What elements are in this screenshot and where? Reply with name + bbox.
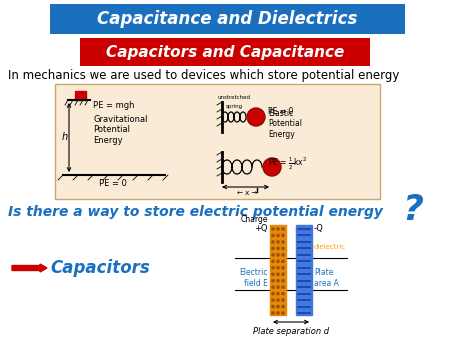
Text: In mechanics we are used to devices which store potential energy: In mechanics we are used to devices whic…	[8, 70, 400, 82]
Text: Plate
area A: Plate area A	[314, 268, 339, 288]
Circle shape	[281, 260, 285, 263]
Circle shape	[271, 234, 275, 237]
Circle shape	[271, 305, 275, 308]
Text: PE = 0: PE = 0	[268, 107, 293, 117]
Text: ?: ?	[402, 193, 423, 227]
Text: PE = mgh: PE = mgh	[93, 100, 135, 110]
Bar	[55, 84, 380, 199]
Circle shape	[271, 292, 275, 295]
Circle shape	[281, 272, 285, 276]
Text: dielectric: dielectric	[314, 244, 346, 250]
Bar	[296, 225, 312, 315]
Circle shape	[276, 305, 280, 308]
FancyArrow shape	[12, 264, 47, 272]
Circle shape	[276, 285, 280, 289]
Circle shape	[247, 108, 265, 126]
Circle shape	[276, 227, 280, 231]
Circle shape	[276, 298, 280, 302]
Circle shape	[271, 298, 275, 302]
Circle shape	[271, 311, 275, 315]
Circle shape	[276, 253, 280, 257]
Circle shape	[281, 285, 285, 289]
Circle shape	[271, 272, 275, 276]
Text: Capacitors: Capacitors	[50, 259, 150, 277]
Circle shape	[281, 266, 285, 270]
Circle shape	[281, 234, 285, 237]
Text: Is there a way to store electric potential energy: Is there a way to store electric potenti…	[8, 205, 383, 219]
Circle shape	[281, 305, 285, 308]
Text: h: h	[62, 132, 68, 142]
Circle shape	[281, 240, 285, 244]
Circle shape	[271, 279, 275, 283]
Text: Electric
field E: Electric field E	[239, 268, 268, 288]
Circle shape	[276, 279, 280, 283]
Circle shape	[271, 253, 275, 257]
Text: PE = 0: PE = 0	[99, 179, 127, 188]
Circle shape	[276, 260, 280, 263]
Circle shape	[281, 279, 285, 283]
Circle shape	[271, 260, 275, 263]
Text: PE = $\frac{1}{2}$kx$^2$: PE = $\frac{1}{2}$kx$^2$	[268, 156, 307, 172]
Text: -Q: -Q	[314, 224, 324, 234]
Text: unstretched: unstretched	[217, 95, 251, 100]
Circle shape	[276, 266, 280, 270]
Text: Capacitors and Capacitance: Capacitors and Capacitance	[106, 45, 344, 59]
Circle shape	[281, 311, 285, 315]
FancyBboxPatch shape	[50, 4, 405, 34]
Text: Capacitance and Dielectrics: Capacitance and Dielectrics	[97, 10, 357, 28]
Circle shape	[271, 227, 275, 231]
Circle shape	[276, 240, 280, 244]
Bar	[75, 91, 86, 100]
Circle shape	[271, 240, 275, 244]
Circle shape	[276, 234, 280, 237]
Text: Gravitational
Potential
Energy: Gravitational Potential Energy	[93, 115, 148, 145]
Text: spring: spring	[225, 104, 243, 109]
Circle shape	[263, 158, 281, 176]
Text: +Q: +Q	[255, 224, 268, 234]
Circle shape	[276, 272, 280, 276]
Text: ← x →: ← x →	[237, 190, 257, 196]
Circle shape	[271, 266, 275, 270]
Text: Charge: Charge	[240, 216, 268, 224]
Circle shape	[271, 247, 275, 250]
Circle shape	[276, 247, 280, 250]
Circle shape	[281, 298, 285, 302]
Circle shape	[276, 292, 280, 295]
Text: Elastic
Potential
Energy: Elastic Potential Energy	[268, 109, 302, 139]
Circle shape	[281, 253, 285, 257]
Circle shape	[276, 311, 280, 315]
Circle shape	[281, 227, 285, 231]
Text: Plate separation d: Plate separation d	[253, 327, 329, 336]
Circle shape	[271, 285, 275, 289]
Circle shape	[281, 247, 285, 250]
FancyBboxPatch shape	[80, 38, 370, 66]
Bar	[270, 225, 286, 315]
Circle shape	[281, 292, 285, 295]
